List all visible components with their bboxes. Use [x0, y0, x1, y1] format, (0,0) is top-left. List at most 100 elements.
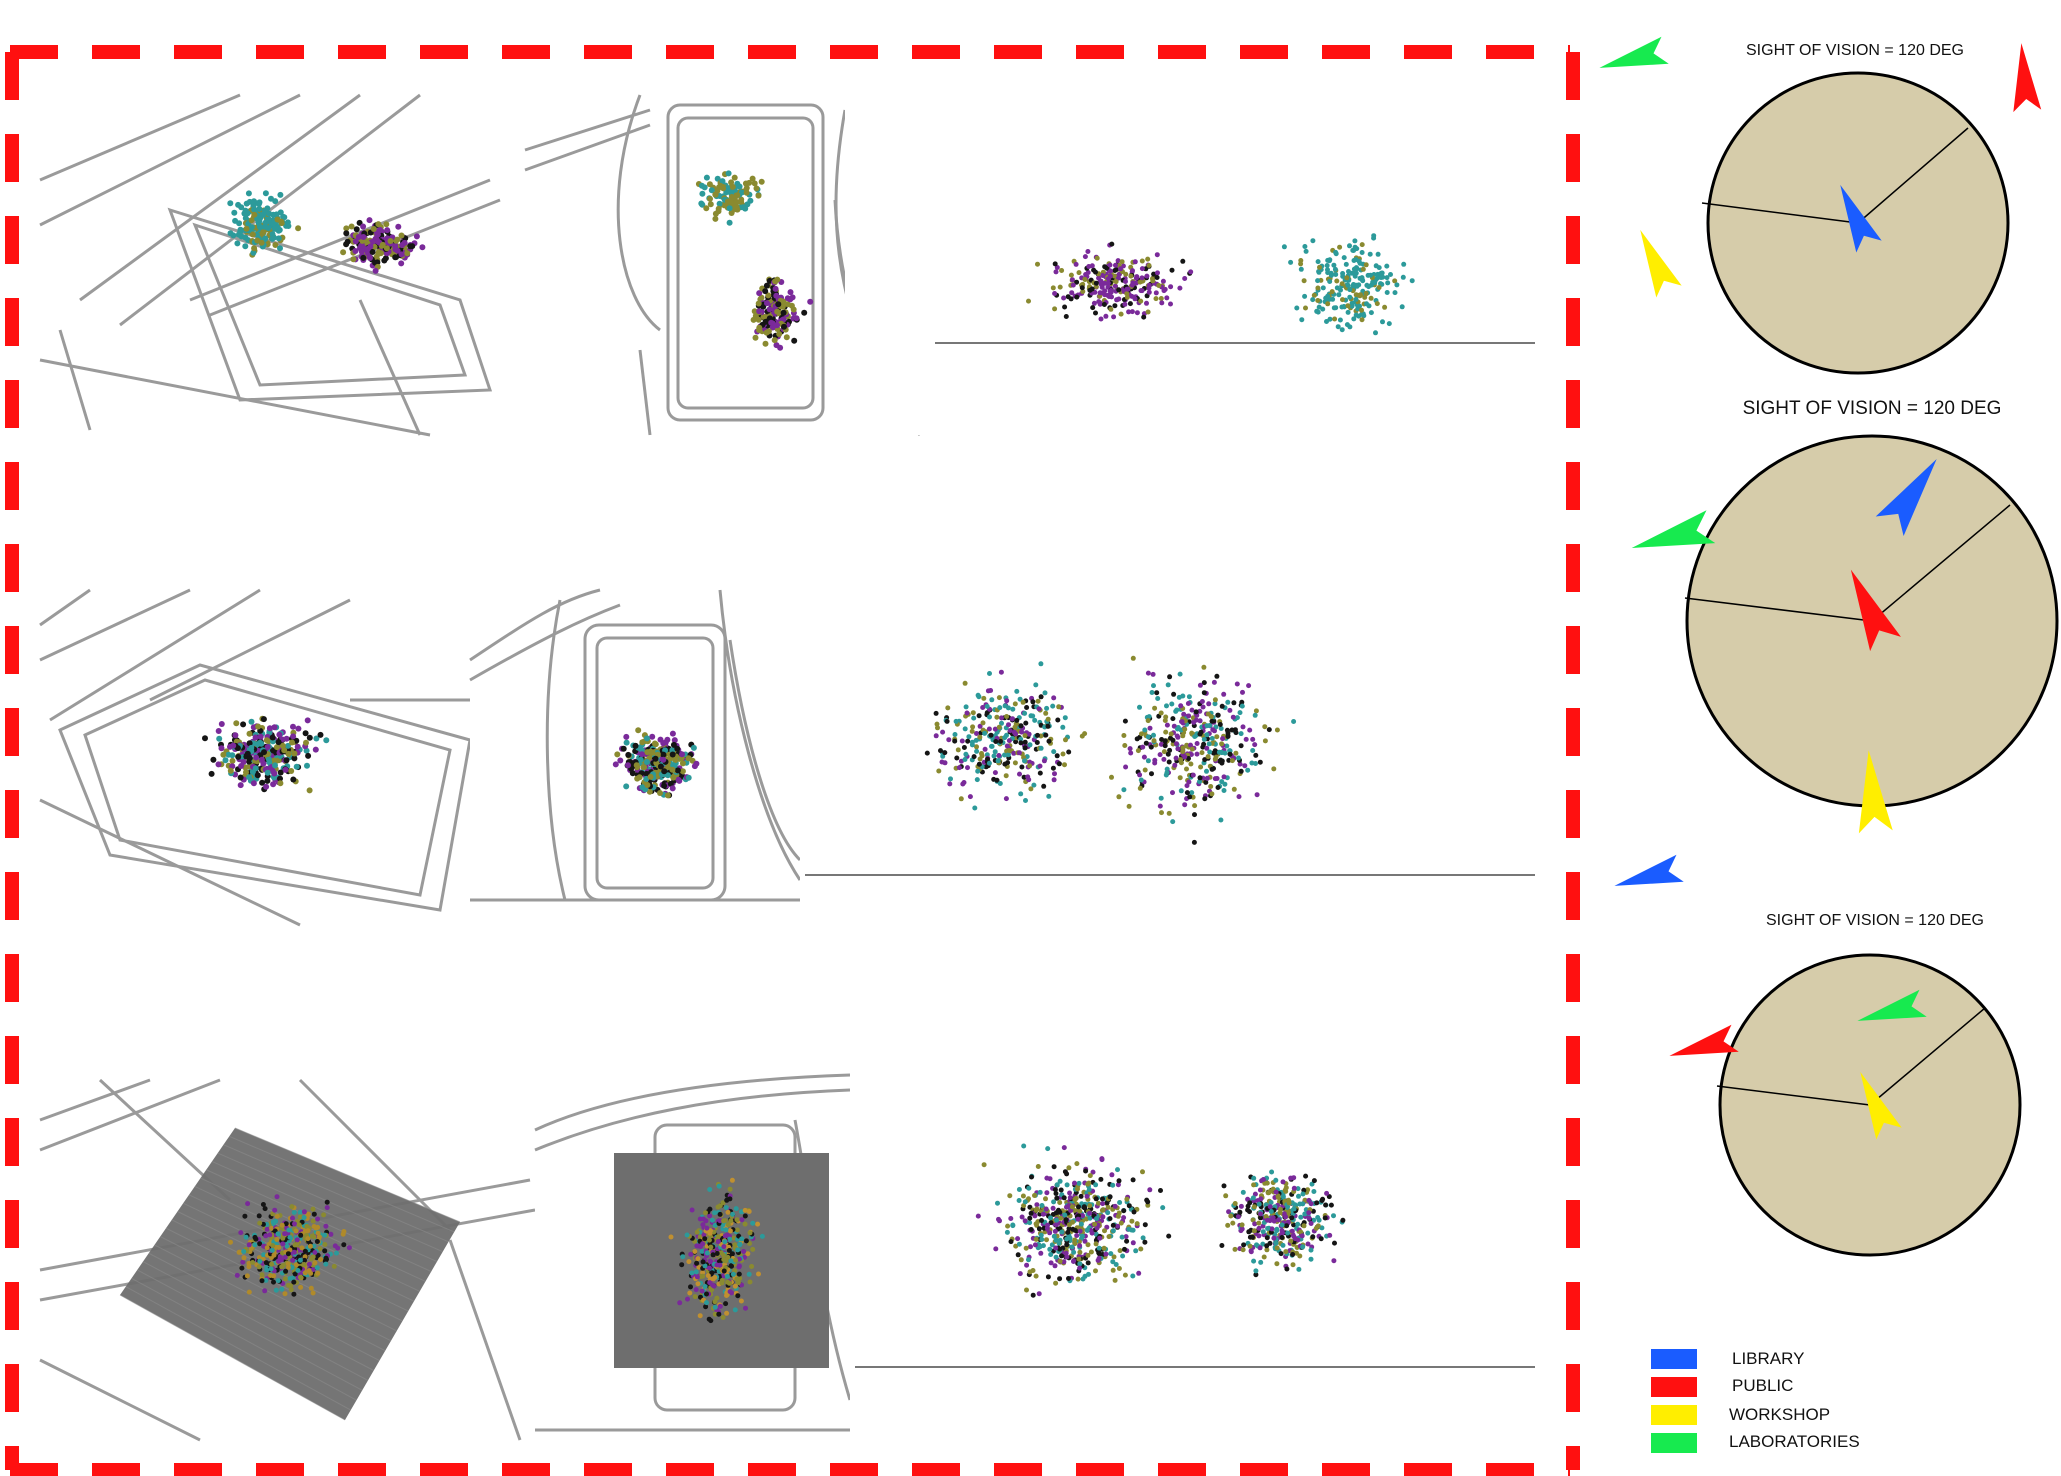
agent-dot	[801, 309, 808, 316]
agent-dot	[355, 234, 362, 240]
agent-dot	[1018, 791, 1024, 797]
agent-dot	[1158, 296, 1164, 301]
agent-dot	[1018, 740, 1024, 746]
agent-dot	[1105, 1210, 1111, 1216]
red-dashed-frame	[5, 45, 1580, 1476]
agent-dot	[367, 243, 374, 250]
agent-dot	[1024, 1287, 1029, 1293]
agent-dot	[1290, 1262, 1296, 1268]
agent-dot	[1249, 760, 1255, 766]
agent-dot	[971, 715, 977, 721]
agent-dot	[1051, 695, 1057, 701]
agent-dot	[246, 740, 253, 747]
agent-dot	[1201, 664, 1207, 670]
agent-dot	[244, 750, 251, 757]
agent-dot	[1294, 305, 1300, 311]
agent-dot	[291, 1249, 297, 1255]
agent-dot	[292, 1242, 298, 1248]
agent-dot	[1034, 740, 1040, 745]
agent-dot	[1121, 1208, 1127, 1214]
agent-dot	[1052, 771, 1057, 777]
agent-dot	[1034, 1202, 1040, 1208]
agent-dot	[302, 730, 309, 737]
agent-dot	[1347, 294, 1353, 300]
agent-dot	[677, 1300, 683, 1306]
agent-dot	[670, 762, 677, 769]
library-arrow-icon	[1840, 184, 1882, 253]
agent-dot	[1197, 682, 1203, 688]
agent-dot	[256, 1264, 262, 1270]
agent-dot	[735, 1247, 741, 1253]
agent-dot	[310, 1218, 316, 1224]
agent-dot	[1186, 694, 1192, 700]
agent-dot	[1044, 1225, 1050, 1231]
agent-dot	[301, 1262, 307, 1267]
agent-dot	[1165, 751, 1171, 757]
agent-dot	[1201, 741, 1207, 747]
agent-dot	[1015, 1236, 1021, 1242]
agent-dot	[1085, 1242, 1091, 1248]
agent-dot	[1064, 1242, 1070, 1248]
agent-dot	[1237, 710, 1243, 716]
agent-dot	[250, 249, 257, 256]
agent-dot	[1053, 269, 1059, 275]
agent-dot	[1111, 314, 1117, 320]
agent-dot	[1214, 734, 1220, 740]
agent-dot	[1006, 738, 1012, 744]
agent-dot	[1310, 238, 1316, 244]
agent-dot	[274, 1194, 280, 1200]
agent-dot	[1115, 1167, 1120, 1173]
agent-dot	[783, 334, 790, 341]
agent-dot	[353, 226, 360, 233]
agent-dot	[651, 740, 658, 747]
agent-dot	[1222, 781, 1228, 787]
agent-dot	[1353, 292, 1359, 298]
agent-dot	[1093, 280, 1099, 286]
agent-dot	[303, 747, 310, 754]
agent-dot	[1156, 283, 1162, 288]
agent-dot	[1300, 1191, 1306, 1197]
agent-dot	[1164, 295, 1170, 301]
legend-swatch-library	[1651, 1349, 1697, 1369]
agent-dot	[1056, 704, 1062, 710]
agent-dot	[709, 1217, 715, 1223]
agent-dot	[1063, 737, 1068, 743]
agent-dot	[727, 198, 734, 205]
agent-dot	[762, 340, 769, 347]
agent-dot	[1275, 1193, 1281, 1199]
agent-dot	[1134, 310, 1140, 316]
agent-dot	[1023, 798, 1028, 803]
agent-dot	[1003, 773, 1009, 779]
agent-dot	[694, 1274, 700, 1280]
agent-dot	[1274, 1245, 1280, 1251]
agent-dot	[228, 1239, 233, 1245]
agent-dot	[323, 1255, 329, 1261]
agent-dot	[1224, 743, 1230, 749]
agent-dot	[774, 308, 781, 315]
agent-dot	[1063, 1217, 1069, 1223]
agent-dot	[1113, 262, 1118, 268]
agent-dot	[308, 1285, 314, 1291]
agent-dot	[702, 1284, 708, 1289]
agent-dot	[1384, 275, 1390, 281]
agent-dot	[334, 1250, 339, 1256]
agent-dot	[317, 731, 324, 738]
agent-dot	[1229, 727, 1235, 733]
agent-dot	[1094, 1216, 1099, 1222]
agent-dot	[1235, 1214, 1241, 1220]
agent-dot	[1107, 262, 1113, 268]
agent-dot	[251, 245, 258, 252]
agent-dot	[1394, 282, 1400, 288]
agent-dot	[963, 704, 969, 710]
agent-dot	[324, 1205, 330, 1211]
agent-dot	[1148, 744, 1154, 750]
agent-dot	[1165, 682, 1171, 688]
agent-dot	[1384, 290, 1390, 295]
agent-dot	[1252, 712, 1258, 718]
row-3-panels	[39, 1050, 1535, 1445]
legend-label-public: PUBLIC	[1732, 1376, 1793, 1395]
agent-dot	[996, 695, 1002, 701]
agent-dot	[694, 1229, 700, 1235]
agent-dot	[249, 231, 256, 238]
agent-dot	[674, 767, 681, 774]
